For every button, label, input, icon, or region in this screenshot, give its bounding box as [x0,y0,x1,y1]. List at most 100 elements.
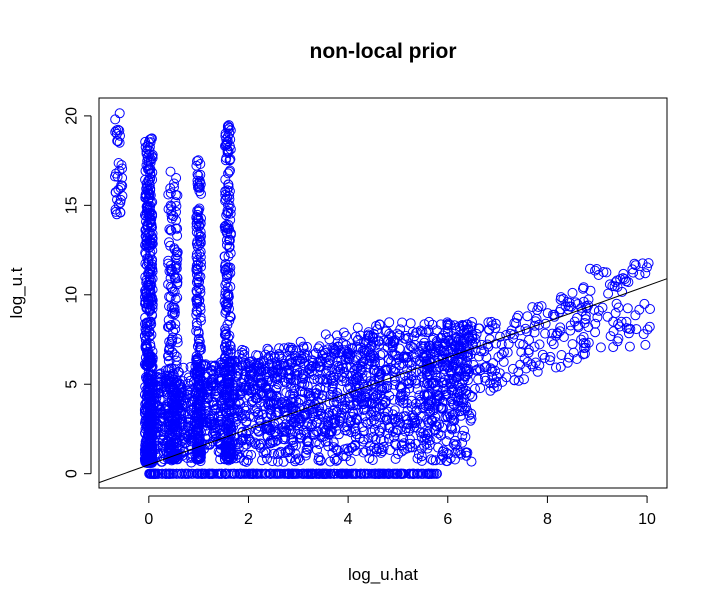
data-point [186,405,197,416]
data-point [634,304,645,315]
data-point [578,332,589,342]
data-point [352,371,363,382]
data-point [492,381,503,392]
data-point [305,468,316,479]
data-point [473,351,484,362]
data-point [344,354,355,365]
data-point [224,155,235,166]
data-point [215,424,226,435]
data-point [637,258,648,269]
data-point [345,382,356,393]
data-point [387,340,398,351]
data-point [222,377,233,388]
data-point [375,350,386,360]
data-point [163,189,174,200]
data-point [444,361,455,372]
data-point [320,427,331,438]
data-point [193,326,204,337]
data-point [508,363,518,374]
data-point [150,468,161,479]
data-point [406,371,417,382]
data-point [113,184,124,195]
plot-frame [98,97,668,489]
data-point [297,377,307,388]
data-point [378,441,389,452]
data-point [640,339,651,350]
data-point [449,320,460,331]
data-point [114,137,125,148]
data-point [226,357,237,368]
data-point [555,361,566,372]
data-point [190,361,201,372]
data-point [602,311,613,322]
data-point [165,166,176,177]
data-point [166,201,177,212]
data-point [395,417,406,428]
data-point [193,375,204,386]
data-point [222,136,233,147]
data-point [286,359,297,369]
data-point [239,403,250,414]
data-point [299,379,310,390]
data-point [466,413,477,424]
data-point [165,339,176,350]
data-point [172,448,183,459]
data-point [466,456,477,467]
data-point [295,455,305,466]
data-point [347,406,358,417]
data-point [366,416,377,427]
data-point [265,399,276,410]
data-point [286,378,296,389]
data-point [437,450,447,461]
data-point [644,321,655,332]
data-point [324,411,335,421]
data-point [352,415,362,426]
data-point [438,451,449,462]
data-point [428,405,439,416]
data-point [235,389,246,400]
data-point [422,433,432,444]
data-point [317,390,328,401]
data-point [359,398,369,409]
data-point [170,189,181,200]
data-point [246,396,257,407]
data-point [143,137,154,148]
data-point [365,341,376,352]
data-point [169,182,179,193]
data-point [223,168,234,179]
data-point [330,414,341,425]
data-point [516,347,527,357]
data-point [265,409,276,420]
data-point [163,350,174,361]
data-point [216,414,227,425]
data-point [165,225,176,236]
data-point [289,468,300,479]
data-point [169,245,180,255]
data-point [357,422,368,432]
data-point [631,324,642,335]
data-point [471,328,482,339]
data-point [496,349,507,360]
data-point [447,336,458,347]
data-point [440,390,451,401]
data-point [144,320,155,331]
data-point [221,210,232,221]
data-point [564,352,575,363]
data-point [273,399,284,410]
data-point [163,255,174,266]
data-point [293,397,304,408]
data-point [164,468,175,479]
data-point [446,367,457,378]
data-point [320,468,331,479]
data-point [170,253,181,264]
data-point [277,398,287,409]
data-point [350,331,361,342]
data-point [336,393,347,404]
data-point [224,235,235,246]
data-point [254,378,265,388]
data-point [369,468,380,479]
data-point [430,412,441,422]
data-point [554,307,565,317]
data-point [113,199,124,210]
data-point [180,468,191,479]
